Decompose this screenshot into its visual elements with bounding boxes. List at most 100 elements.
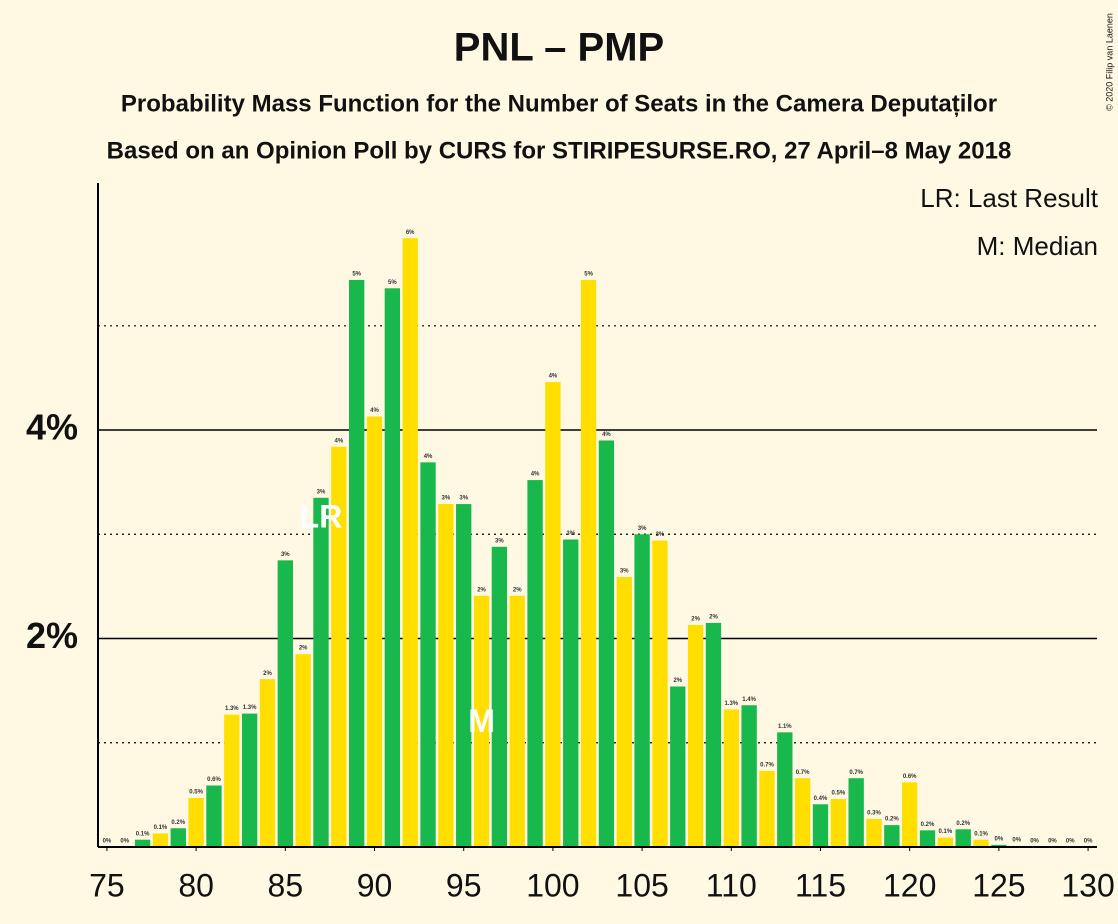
bar xyxy=(973,839,989,847)
bar xyxy=(723,709,739,847)
value-label: 0.6% xyxy=(207,777,221,783)
y-tick-label: 2% xyxy=(26,615,78,656)
value-label: 4% xyxy=(424,454,433,460)
bar xyxy=(241,713,258,847)
x-tick-label: 120 xyxy=(883,867,936,903)
bar xyxy=(206,785,222,847)
bar xyxy=(866,818,882,847)
bar xyxy=(884,825,900,847)
value-label: 6% xyxy=(406,230,415,236)
bar xyxy=(687,624,704,847)
value-label: 0.2% xyxy=(885,817,899,823)
value-label: 2% xyxy=(263,671,272,677)
x-tick-label: 115 xyxy=(795,867,846,903)
bar xyxy=(545,382,561,847)
x-tick-label: 105 xyxy=(615,867,668,903)
bar xyxy=(438,504,454,847)
value-label: 5% xyxy=(352,272,361,278)
value-label: 0% xyxy=(1084,839,1093,845)
x-tick-label: 75 xyxy=(89,867,125,903)
annotation: M xyxy=(468,703,495,739)
bar xyxy=(473,595,490,847)
value-label: 0.7% xyxy=(760,762,774,768)
bar xyxy=(634,534,650,847)
value-label: 1.3% xyxy=(724,701,738,707)
value-label: 1.3% xyxy=(243,705,257,711)
value-label: 0% xyxy=(103,839,112,845)
bar xyxy=(598,440,615,847)
bar xyxy=(670,686,686,847)
bar xyxy=(955,829,971,847)
value-label: 0.6% xyxy=(903,774,917,780)
value-label: 0% xyxy=(1012,838,1021,844)
value-label: 0.1% xyxy=(136,831,150,837)
value-label: 0.1% xyxy=(974,831,988,837)
value-label: 3% xyxy=(317,489,326,495)
bar xyxy=(491,546,508,847)
value-label: 0.5% xyxy=(189,790,203,796)
value-label: 0% xyxy=(1030,839,1039,845)
bar xyxy=(652,540,668,847)
value-label: 4% xyxy=(531,472,540,478)
bar xyxy=(777,732,793,847)
value-label: 0.4% xyxy=(814,796,828,802)
bar xyxy=(830,799,847,847)
value-label: 5% xyxy=(584,272,593,278)
value-label: 0.1% xyxy=(154,825,168,831)
value-label: 3% xyxy=(620,569,629,575)
annotation: LR xyxy=(300,498,343,534)
value-label: 4% xyxy=(334,438,343,444)
value-label: 1.3% xyxy=(225,706,239,712)
bar xyxy=(902,782,918,847)
value-label: 0% xyxy=(995,836,1004,842)
value-label: 0% xyxy=(120,839,129,845)
value-label: 2% xyxy=(691,617,700,623)
bar xyxy=(402,238,418,848)
value-label: 0.7% xyxy=(849,770,863,776)
value-label: 5% xyxy=(388,280,397,286)
bar xyxy=(616,577,632,847)
bar xyxy=(509,595,525,847)
bar xyxy=(759,770,775,847)
bar xyxy=(295,654,311,847)
value-label: 0% xyxy=(1066,839,1075,845)
bar xyxy=(152,833,169,847)
legend-entry: LR: Last Result xyxy=(920,183,1099,213)
value-label: 0.5% xyxy=(831,791,845,797)
value-label: 4% xyxy=(370,408,379,414)
bar xyxy=(188,798,204,847)
bar xyxy=(741,705,757,847)
value-label: 4% xyxy=(549,374,558,380)
value-label: 0.2% xyxy=(171,820,185,826)
bar xyxy=(170,828,186,847)
x-tick-label: 125 xyxy=(972,867,1025,903)
value-label: 3% xyxy=(656,532,665,538)
bar xyxy=(563,539,579,847)
value-label: 2% xyxy=(299,646,308,652)
value-label: 2% xyxy=(673,678,682,684)
value-label: 2% xyxy=(513,587,522,593)
bar xyxy=(277,560,293,847)
value-label: 3% xyxy=(459,496,468,502)
value-label: 3% xyxy=(638,526,647,532)
bar xyxy=(384,288,401,847)
bar xyxy=(259,679,276,847)
y-tick-label: 4% xyxy=(26,407,78,448)
copyright: © 2020 Filip van Laenen xyxy=(1104,13,1114,111)
value-label: 3% xyxy=(495,538,504,544)
value-label: 1.4% xyxy=(742,697,756,703)
chart-subtitle: Probability Mass Function for the Number… xyxy=(121,90,997,117)
bar xyxy=(366,416,383,847)
value-label: 2% xyxy=(477,587,486,593)
bar xyxy=(224,714,240,847)
chart-title: PNL – PMP xyxy=(454,26,664,70)
bar xyxy=(134,839,151,847)
value-label: 3% xyxy=(442,496,451,502)
value-label: 0.3% xyxy=(867,810,881,816)
chart-subtitle: Based on an Opinion Poll by CURS for STI… xyxy=(107,137,1012,164)
bar xyxy=(848,778,864,847)
x-tick-label: 95 xyxy=(446,867,482,903)
bar xyxy=(527,480,543,847)
bar xyxy=(794,778,811,847)
